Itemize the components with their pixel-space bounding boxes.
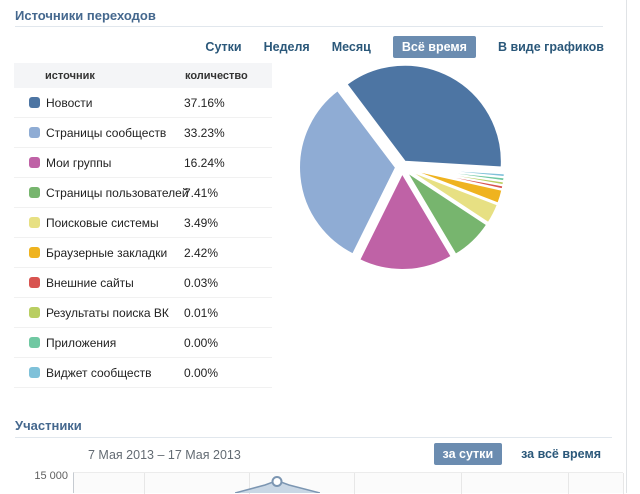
legend-row: Страницы сообществ 33.23% <box>14 118 272 148</box>
legend-value: 16.24% <box>184 155 225 170</box>
pie-slice[interactable] <box>345 63 503 169</box>
legend-value: 0.00% <box>184 335 219 350</box>
table-header-source: источник <box>45 69 95 82</box>
gridline <box>354 473 355 494</box>
legend-value: 0.03% <box>184 275 219 290</box>
legend-label: Страницы пользователей <box>46 185 189 200</box>
legend-swatch <box>29 367 40 378</box>
tab-week[interactable]: Неделя <box>263 40 310 54</box>
button-per-day[interactable]: за сутки <box>433 443 503 465</box>
legend-value: 3.49% <box>184 215 219 230</box>
legend-swatch <box>29 337 40 348</box>
legend-row: Приложения 0.00% <box>14 328 272 358</box>
legend-label: Страницы сообществ <box>46 125 167 140</box>
legend-label: Приложения <box>46 335 117 350</box>
legend-swatch <box>29 127 40 138</box>
legend-value: 2.42% <box>184 245 219 260</box>
legend-value: 37.16% <box>184 95 225 110</box>
tab-as-graphs[interactable]: В виде графиков <box>497 40 604 54</box>
pie-slice[interactable] <box>298 88 398 256</box>
gridline <box>568 473 569 494</box>
tab-day[interactable]: Сутки <box>205 40 242 54</box>
legend-swatch <box>29 97 40 108</box>
sources-table-body: Новости 37.16% Страницы сообществ 33.23% Мои… <box>14 88 272 388</box>
legend-row: Мои группы 16.24% <box>14 148 272 178</box>
legend-row: Новости 37.16% <box>14 88 272 118</box>
content-right-border <box>626 0 627 493</box>
legend-label: Мои группы <box>46 155 112 170</box>
data-point-marker-icon[interactable] <box>271 476 283 487</box>
sources-section-title: Источники переходов <box>15 8 156 23</box>
pie-slice[interactable] <box>405 170 489 257</box>
members-section-title: Участники <box>15 418 82 433</box>
date-range-label: 7 Мая 2013 – 17 Мая 2013 <box>88 448 241 462</box>
legend-label: Виджет сообществ <box>46 365 152 380</box>
sources-table-header: источник количество <box>14 63 272 88</box>
pie-slice[interactable] <box>406 168 500 225</box>
sources-title-divider <box>15 26 603 27</box>
members-chart-peak <box>235 476 320 493</box>
period-tabs: Сутки Неделя Месяц Всё время В виде графиков <box>205 36 604 58</box>
legend-label: Браузерные закладки <box>46 245 168 260</box>
legend-label: Результаты поиска ВК <box>46 305 169 320</box>
link-all-time[interactable]: за всё время <box>521 447 601 461</box>
members-title-divider <box>15 437 612 438</box>
legend-swatch <box>29 217 40 228</box>
gridline <box>623 473 624 494</box>
y-axis-tick-label: 15 000 <box>34 470 68 482</box>
legend-label: Внешние сайты <box>46 275 134 290</box>
legend-row: Поисковые системы 3.49% <box>14 208 272 238</box>
legend-row: Внешние сайты 0.03% <box>14 268 272 298</box>
tab-all-time[interactable]: Всё время <box>392 36 476 58</box>
legend-swatch <box>29 277 40 288</box>
legend-swatch <box>29 157 40 168</box>
legend-label: Поисковые системы <box>46 215 159 230</box>
gridline <box>249 473 250 494</box>
legend-value: 7.41% <box>184 185 219 200</box>
pie-slice[interactable] <box>357 170 454 271</box>
legend-value: 0.00% <box>184 365 219 380</box>
legend-swatch <box>29 247 40 258</box>
legend-value: 33.23% <box>184 125 225 140</box>
sources-table: источник количество Новости 37.16% Страниц… <box>14 63 272 388</box>
legend-label: Новости <box>46 95 93 110</box>
members-chart-plot-area <box>73 472 624 494</box>
members-period-controls: за сутки за всё время <box>433 443 601 465</box>
legend-value: 0.01% <box>184 305 219 320</box>
gridline <box>144 473 145 494</box>
pie-slice[interactable] <box>407 167 504 205</box>
legend-swatch <box>29 307 40 318</box>
legend-row: Результаты поиска ВК 0.01% <box>14 298 272 328</box>
gridline <box>461 473 462 494</box>
table-header-count: количество <box>185 69 248 82</box>
legend-row: Браузерные закладки 2.42% <box>14 238 272 268</box>
sources-pie-chart[interactable] <box>294 59 510 275</box>
legend-row: Виджет сообществ 0.00% <box>14 358 272 388</box>
tab-month[interactable]: Месяц <box>331 40 371 54</box>
legend-swatch <box>29 187 40 198</box>
legend-row: Страницы пользователей 7.41% <box>14 178 272 208</box>
